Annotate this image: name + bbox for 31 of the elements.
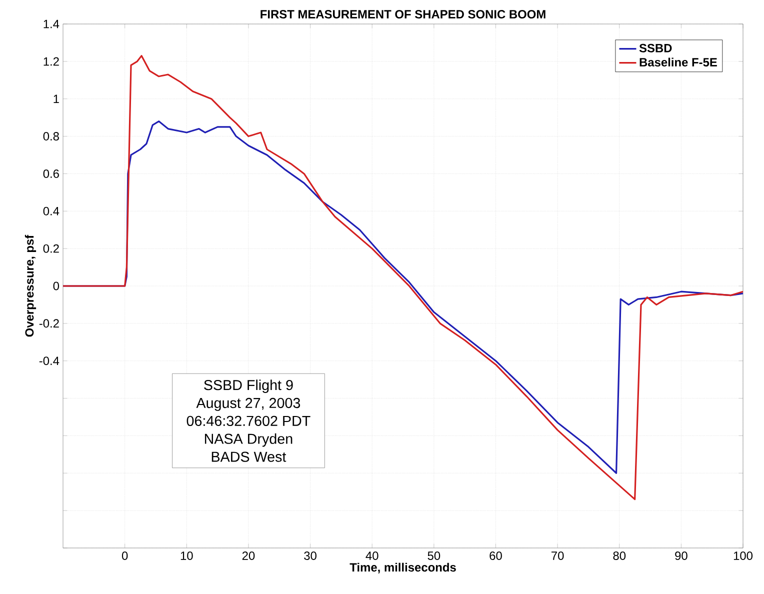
x-tick-label: 90	[675, 552, 688, 560]
y-tick-label: 1.2	[44, 57, 59, 66]
x-tick-label: 70	[552, 552, 564, 560]
x-tick-label: 80	[613, 552, 626, 560]
x-tick-label: 0	[122, 552, 128, 560]
x-tick-label: 40	[366, 552, 378, 560]
annotation: August 27, 2003	[196, 398, 300, 411]
y-tick-label: 0.2	[43, 244, 59, 253]
annotation: NASA Dryden	[204, 433, 292, 447]
x-axis-title: Time, milliseconds	[350, 562, 456, 574]
y-axis-title: Overpressure, psf	[24, 234, 36, 337]
y-tick-label: 1	[54, 94, 59, 103]
y-tick-label: -0.2	[39, 319, 59, 328]
chart-title: FIRST MEASUREMENT OF SHAPED SONIC BOOM	[260, 10, 546, 18]
x-tick-label: 100	[734, 552, 753, 560]
x-tick-label: 60	[490, 552, 502, 560]
annotation: BADS West	[212, 452, 286, 462]
y-tick-label: 0	[53, 282, 60, 290]
x-tick-label: 30	[304, 552, 316, 560]
x-tick-label: 20	[242, 552, 255, 560]
annotation: SSBD Flight 9	[204, 380, 293, 393]
legend-label: SSBD	[639, 44, 672, 52]
y-tick-label: -0.4	[39, 356, 60, 366]
y-tick-label: 0.8	[43, 132, 59, 140]
y-tick-label: 0.6	[43, 169, 59, 178]
legend-label: Baseline F-5E	[640, 58, 717, 66]
y-tick-label: 1.4	[44, 20, 60, 28]
x-tick-label: 50	[428, 552, 440, 560]
x-tick-label: 10	[180, 552, 193, 560]
y-tick-label: 0.4	[43, 206, 60, 216]
annotation: 06:46:32.7602 PDT	[186, 416, 310, 426]
